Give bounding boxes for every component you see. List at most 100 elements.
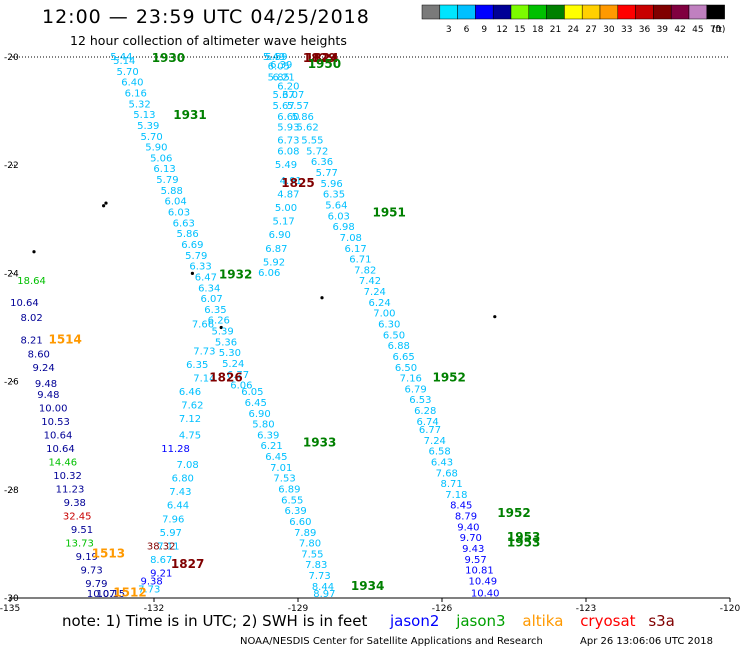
- legend-label: 15: [514, 25, 525, 35]
- wave-height-value: 6.45: [265, 452, 287, 463]
- wave-height-value: 6.05: [241, 387, 263, 398]
- wave-height-value: 6.35: [186, 360, 208, 371]
- pass-time-label: 1931: [173, 108, 206, 122]
- legend-swatch: [439, 4, 458, 20]
- pass-time-label: 1514: [48, 333, 81, 347]
- wave-height-value: 4.75: [179, 430, 201, 441]
- wave-height-value: 6.53: [409, 395, 431, 406]
- wave-height-value: 6.47: [195, 272, 217, 283]
- lon-tick-label: -126: [432, 604, 453, 614]
- wave-height-value: 7.83: [305, 560, 327, 571]
- wave-height-value: 8.60: [28, 349, 50, 360]
- wave-height-value: 5.13: [133, 110, 155, 121]
- wave-height-value: 6.21: [272, 72, 294, 83]
- wave-height-value: 5.49: [263, 52, 285, 63]
- legend-label: 6: [464, 25, 470, 35]
- wave-height-value: 7.66: [192, 320, 214, 331]
- wave-height-value: 6.24: [368, 298, 390, 309]
- wave-height-value: 7.73: [193, 347, 215, 358]
- legend-swatch: [599, 4, 619, 20]
- wave-height-value: 6.30: [378, 320, 400, 331]
- wave-height-value: 7.24: [424, 436, 446, 447]
- legend-label: 12: [496, 25, 507, 35]
- legend-swatch: [492, 4, 512, 20]
- wave-height-value: 10.49: [468, 576, 497, 587]
- pass-time-label: 1932: [219, 267, 252, 281]
- sat-jason2: jason2: [390, 612, 440, 630]
- note-prefix: note: 1) Time is in UTC; 2) SWH is in fe…: [62, 612, 368, 630]
- wave-height-value: 10.64: [10, 298, 39, 309]
- lon-tick-label: -129: [288, 604, 309, 614]
- wave-height-value: 10.64: [44, 430, 73, 441]
- wave-height-value: 5.57: [287, 101, 309, 112]
- wave-height-value: 5.79: [185, 251, 207, 262]
- legend-label: 36: [639, 25, 651, 35]
- wave-height-value: 5.88: [161, 186, 183, 197]
- wave-height-value: 6.21: [260, 441, 282, 452]
- wave-height-value: 9.48: [35, 379, 57, 390]
- wave-height-value: 5.24: [222, 359, 244, 370]
- pass-time-label: 1953: [507, 536, 540, 550]
- wave-height-value: 8.21: [20, 336, 42, 347]
- wave-height-value: 6.40: [121, 78, 143, 89]
- wave-height-value: 6.39: [284, 506, 306, 517]
- wave-height-value: 6.89: [278, 485, 300, 496]
- wave-height-value: 9.38: [140, 576, 162, 587]
- wave-height-value: 9.57: [464, 555, 486, 566]
- wave-height-value: 5.14: [113, 56, 135, 67]
- wave-height-value: 6.13: [153, 164, 175, 175]
- wave-height-value: 7.01: [270, 463, 292, 474]
- wave-height-value: 6.90: [269, 230, 291, 241]
- wave-height-value: 10.64: [46, 444, 75, 455]
- wave-height-value: 6.26: [208, 316, 230, 327]
- wave-height-value: 5.30: [219, 348, 241, 359]
- wave-height-value: 10.07: [87, 589, 116, 600]
- wave-height-value: 5.36: [215, 337, 237, 348]
- sat-s3a: s3a: [648, 612, 675, 630]
- lat-tick-label: -20: [4, 53, 19, 63]
- wave-height-value: 7.73: [308, 571, 330, 582]
- wave-height-value: 4.91: [280, 176, 302, 187]
- island-marker: [190, 271, 194, 275]
- wave-height-value: 6.33: [189, 262, 211, 273]
- wave-height-value: 9.21: [150, 568, 172, 579]
- wave-height-value: 7.42: [359, 276, 381, 287]
- wave-height-value: 8.97: [313, 589, 335, 600]
- pass-time-label: 1829: [303, 51, 336, 65]
- wave-height-value: 8.67: [150, 555, 172, 566]
- wave-height-value: 5.39: [137, 121, 159, 132]
- pass-time-label: 1952: [432, 371, 465, 385]
- wave-height-value: 9.38: [64, 498, 86, 509]
- pass-time-label: 1825: [281, 176, 314, 190]
- wave-height-value: 6.06: [230, 381, 252, 392]
- wave-height-value: 7.16: [400, 374, 422, 385]
- wave-height-value: 7.11: [157, 541, 179, 552]
- wave-height-value: 6.16: [125, 88, 147, 99]
- wave-height-value: 6.77: [419, 425, 441, 436]
- wave-height-value: 6.80: [172, 474, 194, 485]
- island-marker: [219, 325, 223, 330]
- wave-height-value: 5.79: [156, 175, 178, 186]
- wave-height-value: 6.87: [265, 244, 287, 255]
- wave-height-value: 6.71: [349, 255, 371, 266]
- legend-swatch: [635, 4, 654, 20]
- credit-timestamp: Apr 26 13:06:06 UTC 2018: [580, 636, 713, 647]
- pass-time-label: 1930: [152, 51, 185, 65]
- wave-height-value: 5.86: [292, 112, 314, 123]
- island-marker: [493, 315, 497, 319]
- wave-height-value: 7.08: [176, 460, 198, 471]
- legend-swatch: [653, 4, 672, 20]
- wave-height-value: 10.53: [41, 417, 70, 428]
- wave-height-value: 5.64: [325, 200, 347, 211]
- legend-swatch: [706, 4, 725, 20]
- page-title: 12:00 — 23:59 UTC 04/25/2018: [42, 6, 370, 28]
- wave-height-value: 6.88: [388, 341, 410, 352]
- wave-height-value: 7.62: [181, 401, 203, 412]
- wave-height-value: 6.39: [257, 430, 279, 441]
- island-marker: [104, 201, 108, 205]
- wave-height-value: 11.28: [161, 444, 190, 455]
- wave-height-value: 18.64: [17, 276, 46, 287]
- pass-time-label: 1950: [308, 57, 341, 71]
- wave-height-value: 5.59: [265, 52, 287, 63]
